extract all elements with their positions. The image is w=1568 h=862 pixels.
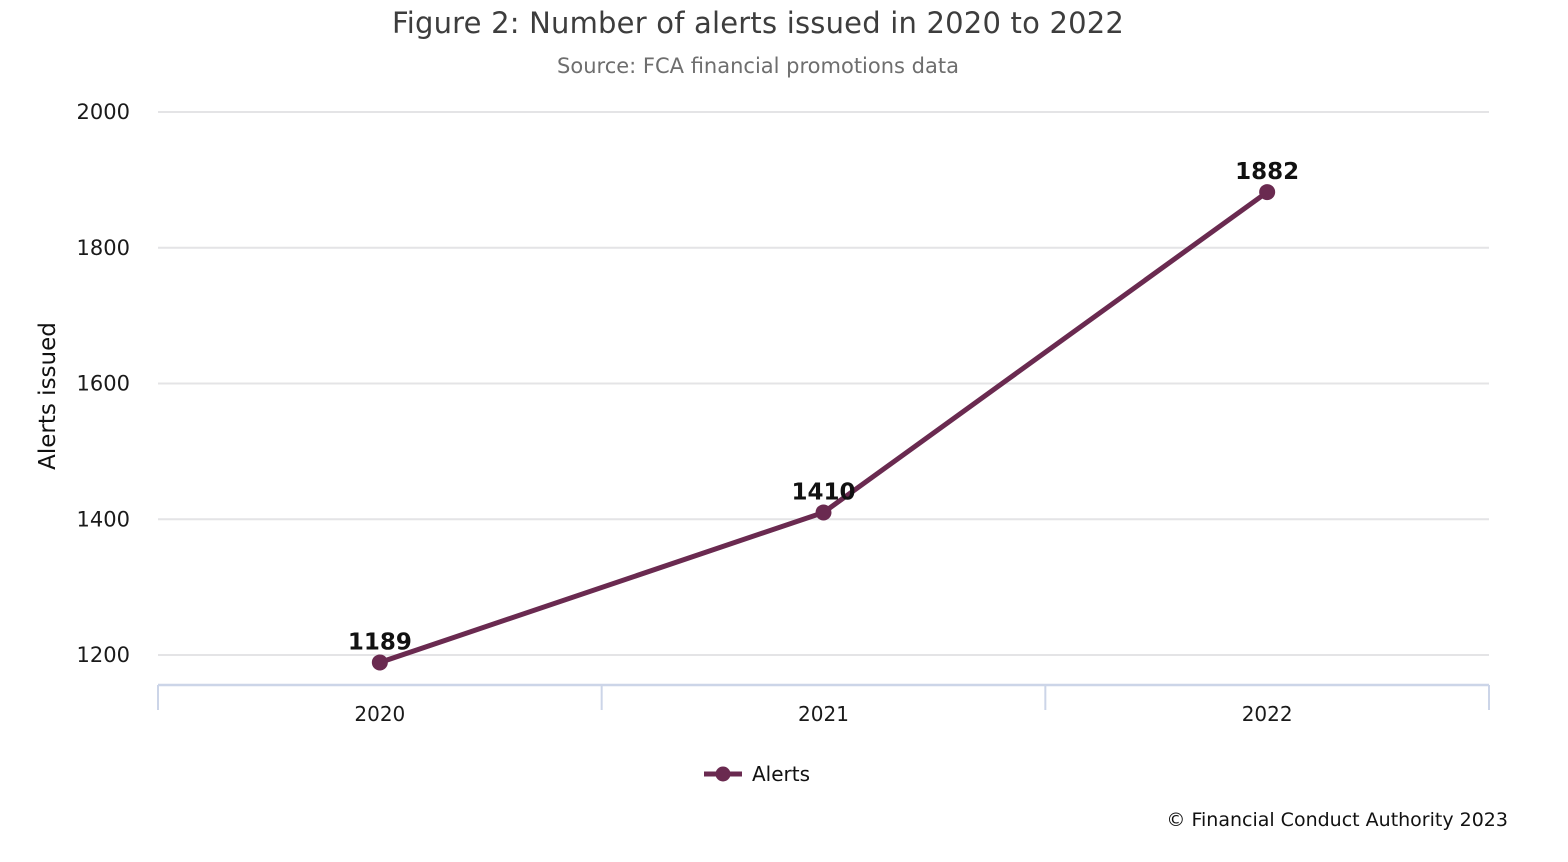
data-point-label: 1189 (348, 629, 412, 655)
data-point-label: 1410 (791, 479, 855, 505)
y-tick-label: 1800 (77, 236, 130, 260)
data-point-marker (371, 654, 388, 671)
x-tick-label: 2021 (798, 702, 849, 726)
legend-marker-icon (704, 766, 742, 782)
data-point-marker (1259, 184, 1276, 201)
series-line (379, 190, 1269, 665)
legend-series-label: Alerts (752, 762, 811, 786)
chart-header: Figure 2: Number of alerts issued in 202… (0, 0, 1516, 78)
y-tick-label: 1200 (77, 643, 130, 667)
y-tick-label: 1400 (77, 507, 130, 531)
y-tick-label: 1600 (77, 372, 130, 396)
x-tick-label: 2020 (354, 702, 405, 726)
x-tick-label: 2022 (1242, 702, 1293, 726)
legend: Alerts (703, 760, 810, 788)
data-point-marker (815, 504, 832, 521)
chart-title: Figure 2: Number of alerts issued in 202… (391, 6, 1125, 40)
y-tick-label: 2000 (77, 100, 130, 124)
chart-subtitle: Source: FCA financial promotions data (557, 54, 959, 78)
data-point-label: 1882 (1235, 159, 1299, 185)
copyright-notice: © Financial Conduct Authority 2023 (1166, 809, 1508, 831)
